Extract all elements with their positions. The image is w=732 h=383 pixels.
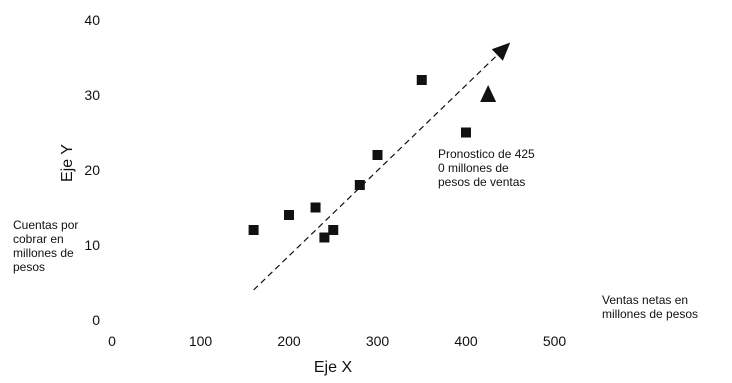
forecast-point: [480, 85, 497, 102]
data-point: [319, 232, 330, 243]
data-point: [284, 210, 294, 220]
trend-arrowhead: [491, 42, 511, 61]
trend-line: [253, 54, 498, 291]
x-axis-title: Eje X: [314, 359, 353, 376]
data-point: [328, 225, 339, 235]
data-point: [416, 75, 427, 85]
data-point: [372, 150, 383, 160]
x-axis-description: Ventas netas en millones de pesos: [602, 293, 699, 321]
y-axis-title: Eje Y: [59, 144, 76, 182]
x-tick-label: 200: [277, 333, 301, 349]
data-point: [461, 127, 471, 138]
forecast-annotation: Pronostico de 425 0 millones de pesos de…: [438, 147, 535, 189]
data-point: [248, 225, 259, 235]
data-point: [310, 202, 321, 213]
x-tick-label: 500: [543, 333, 567, 349]
x-tick-labels: 0 100 200 300 400 500: [108, 333, 566, 349]
y-tick-labels: 0 10 20 30 40: [84, 12, 100, 328]
y-tick-label: 20: [84, 162, 100, 178]
y-tick-label: 10: [84, 237, 100, 253]
x-tick-label: 100: [189, 333, 213, 349]
y-tick-label: 30: [84, 87, 100, 103]
x-tick-label: 300: [366, 333, 390, 349]
x-tick-label: 0: [108, 333, 116, 349]
data-point: [354, 180, 365, 190]
y-tick-label: 0: [92, 312, 100, 328]
x-tick-label: 400: [454, 333, 478, 349]
y-axis-description: Cuentas por cobrar en millones de pesos: [13, 218, 79, 274]
data-points: [248, 75, 471, 243]
y-tick-label: 40: [84, 12, 100, 28]
